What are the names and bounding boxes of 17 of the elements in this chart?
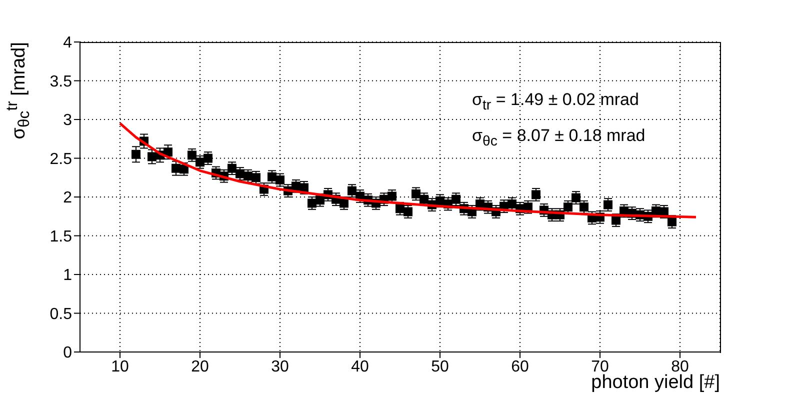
x-tick-label: 60 [511,358,529,376]
y-tick-label: 0.5 [50,306,72,323]
y-tick-label: 1.5 [50,228,72,246]
x-tick-label: 30 [271,358,289,376]
x-tick-label: 10 [111,358,129,376]
y-tick-label: 1 [63,267,72,284]
x-tick-label: 20 [191,358,209,376]
y-tick-label: 2 [63,190,72,207]
y-tick-label: 2.5 [50,150,72,168]
x-tick-label: 50 [431,358,449,376]
annotation: σ$_{tr}$ = 1.49 ± 0.02 mrad [472,90,639,114]
y-tick-label: 0 [63,344,72,362]
y-tick-label: 3 [63,112,72,130]
x-tick-label: 40 [351,358,369,376]
y-tick-label: 3.5 [50,73,72,90]
annotation: σ$_{θc}$ = 8.07 ± 0.18 mrad [472,126,646,150]
y-tick-label: 4 [63,34,72,52]
